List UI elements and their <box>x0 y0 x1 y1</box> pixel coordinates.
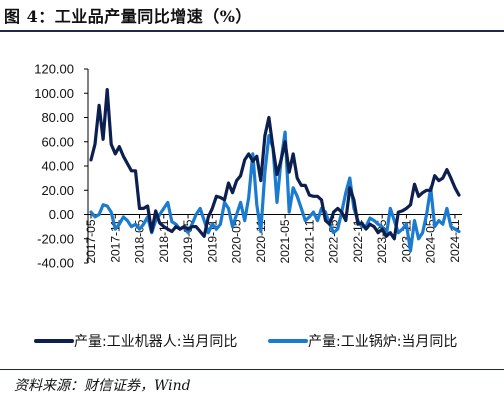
y-tick-label: 100.00 <box>34 86 74 101</box>
y-tick-label: 0.00 <box>49 207 74 222</box>
source-note: 资料来源：财信证券，Wind <box>14 378 191 394</box>
x-tick-label: 2017-11 <box>108 219 122 262</box>
y-tick-label: 20.00 <box>41 183 74 198</box>
x-tick-label: 2022-11 <box>351 219 365 262</box>
x-tick-label: 2024-05 <box>424 219 438 263</box>
legend-item-robot-label: 产量:工业机器人:当月同比 <box>74 334 237 350</box>
y-tick-label: 80.00 <box>41 110 74 125</box>
legend-item-boiler-label: 产量:工业锅炉:当月同比 <box>308 334 457 350</box>
x-tick-label: 2020-11 <box>254 219 268 262</box>
x-tick-label: 2020-05 <box>230 219 244 263</box>
series-layer <box>89 87 461 253</box>
series-line-robot <box>89 87 461 241</box>
legend: 产量:工业机器人:当月同比 产量:工业锅炉:当月同比 <box>34 334 457 350</box>
x-tick-label: 2021-11 <box>302 219 316 262</box>
figure-title: 图 4：工业品产量同比增速（%） <box>4 7 252 26</box>
x-tick-label: 2017-05 <box>84 219 98 263</box>
x-tick-label: 2018-05 <box>133 219 147 263</box>
source-rule <box>0 369 504 370</box>
line-chart: 120.00 100.00 80.00 60.00 40.00 20.00 0.00 -20.… <box>34 62 462 350</box>
y-tick-label: 120.00 <box>34 62 74 77</box>
title-rule <box>0 30 504 32</box>
y-axis: 120.00 100.00 80.00 60.00 40.00 20.00 0.00 -20.… <box>34 62 89 271</box>
y-tick-label: 60.00 <box>41 134 74 149</box>
x-axis: 2017-05 2017-11 2018-05 2018-11 2019-05 2019-… <box>84 214 462 264</box>
y-tick-label: -40.00 <box>37 256 74 271</box>
x-tick-label: 2021-05 <box>278 219 292 263</box>
y-tick-label: -20.00 <box>37 231 74 246</box>
y-tick-label: 40.00 <box>41 159 74 174</box>
